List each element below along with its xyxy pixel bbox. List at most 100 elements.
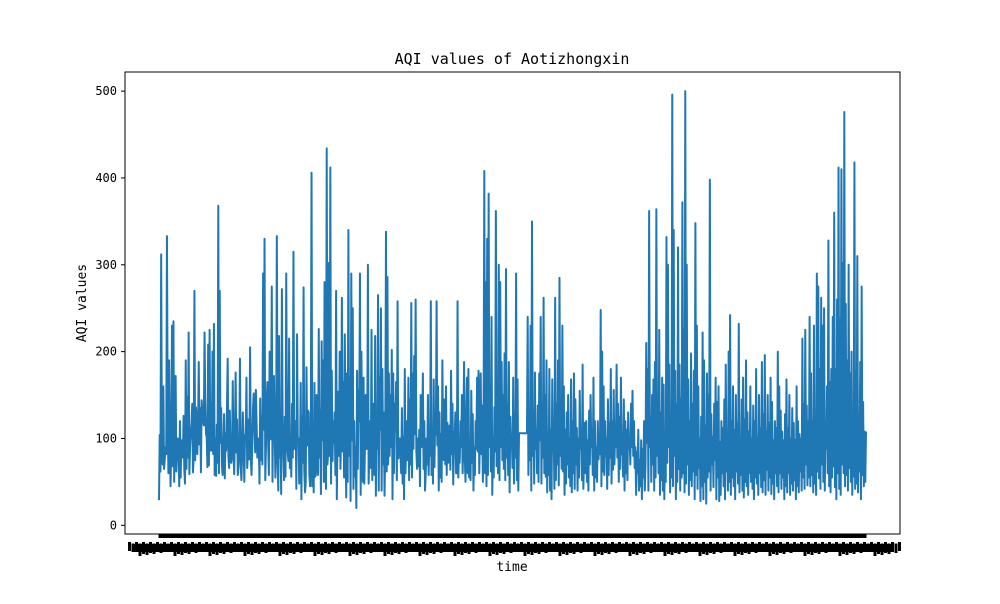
x-tick-label-glyph [877, 542, 880, 554]
x-tick-label-glyph [789, 543, 793, 553]
x-tick-label-glyph [894, 543, 898, 553]
x-tick-label-glyph [275, 542, 278, 550]
x-tick-label-glyph [317, 542, 320, 554]
x-tick-label-glyph [828, 542, 831, 551]
x-tick-label-glyph [173, 543, 177, 556]
x-tick-label-glyph [226, 542, 229, 552]
x-tick-label-glyph [338, 542, 341, 551]
x-tick-label-glyph [502, 543, 506, 554]
x-tick-label-glyph [478, 542, 481, 551]
x-tick-label-glyph [653, 542, 656, 551]
x-tick-label-glyph [128, 542, 131, 551]
x-tick-label-glyph [635, 543, 639, 555]
x-tick-label-glyph [324, 542, 327, 553]
x-tick-label-glyph [177, 542, 180, 554]
x-tick-label-glyph [761, 543, 765, 552]
x-tick-label-glyph [257, 543, 261, 554]
x-tick-label-glyph [625, 542, 628, 550]
x-tick-label-glyph [579, 543, 583, 553]
x-tick-label-glyph [373, 542, 376, 551]
x-tick-label-glyph [670, 543, 674, 555]
x-tick-label-glyph [733, 543, 737, 556]
x-tick-label-glyph [586, 543, 590, 552]
x-tick-label-glyph [873, 543, 877, 556]
x-tick-label-glyph [740, 543, 744, 555]
x-tick-label-glyph [555, 542, 558, 550]
x-tick-label-glyph [852, 543, 856, 554]
x-tick-label-glyph [387, 542, 390, 554]
x-tick-label-glyph [590, 542, 593, 550]
x-tick-label-glyph [754, 543, 758, 553]
x-tick-label-glyph [166, 543, 170, 552]
x-tick-label-glyph [565, 543, 569, 555]
x-tick-label-glyph [838, 543, 842, 556]
x-tick-label-glyph [506, 542, 509, 552]
x-tick-label-glyph [348, 543, 352, 556]
x-tick-label-glyph [229, 543, 233, 553]
x-tick-label-glyph [145, 543, 149, 555]
x-tick-label-glyph [884, 542, 887, 553]
x-tick-label-glyph [863, 542, 866, 551]
x-tick-label-glyph [751, 542, 754, 552]
x-tick-label-glyph [793, 542, 796, 551]
x-tick-label-glyph [401, 542, 404, 552]
x-tick-label-glyph [663, 543, 667, 556]
x-tick-label-glyph [306, 543, 310, 552]
y-tick-label: 500 [95, 84, 117, 98]
x-tick-label-glyph [527, 542, 530, 554]
x-tick-label-glyph [723, 542, 726, 551]
x-tick-label-glyph [716, 542, 719, 552]
x-tick-label-glyph [418, 543, 422, 556]
x-tick-label-glyph [870, 542, 873, 550]
x-tick-label-glyph [607, 543, 611, 554]
x-tick-label-glyph [859, 543, 863, 553]
x-tick-label-glyph [310, 542, 313, 550]
x-tick-label-glyph [691, 543, 695, 552]
y-axis: 0 100 200 300 400 500 [95, 84, 125, 532]
x-tick-label-glyph [509, 543, 513, 553]
x-tick-label-glyph [572, 543, 576, 554]
x-tick-label-glyph [810, 543, 814, 555]
x-tick-label-glyph [530, 543, 534, 555]
x-tick-label-glyph [737, 542, 740, 554]
x-tick-label-glyph [695, 542, 698, 550]
x-tick-label-glyph [807, 542, 810, 554]
x-tick-label-glyph [495, 543, 499, 555]
x-tick-label-glyph [485, 542, 488, 550]
x-tick-label-glyph [684, 543, 688, 553]
x-tick-label-glyph [677, 543, 681, 554]
x-tick-label-glyph [243, 543, 247, 556]
x-tick-label-glyph [618, 542, 621, 551]
x-tick-label-glyph [359, 542, 362, 553]
x-tick-label-glyph [782, 543, 786, 554]
x-tick-label-glyph [492, 542, 495, 554]
x-tick-label-glyph [383, 543, 387, 556]
x-tick-label-glyph [786, 542, 789, 552]
x-tick-label-glyph [887, 543, 891, 554]
x-tick-label-glyph [149, 542, 152, 553]
x-tick-label-glyph [842, 542, 845, 554]
x-tick-label-glyph [208, 543, 212, 556]
x-tick-label-glyph [292, 543, 296, 554]
x-tick-label-glyph [898, 542, 901, 551]
x-tick-label-glyph [261, 542, 264, 552]
x-tick-label-glyph [576, 542, 579, 552]
x-tick-label-glyph [436, 542, 439, 552]
x-axis [128, 534, 901, 556]
y-tick-label: 300 [95, 258, 117, 272]
x-tick-label-glyph [709, 542, 712, 553]
x-tick-label-glyph [866, 543, 870, 552]
x-tick-label-glyph [331, 542, 334, 552]
x-tick-label-glyph [702, 542, 705, 554]
x-axis-label: time [496, 560, 527, 575]
x-tick-label-glyph [796, 543, 800, 552]
x-tick-label-glyph [236, 543, 240, 552]
x-tick-label-glyph [814, 542, 817, 553]
x-tick-label-glyph [341, 543, 345, 552]
x-tick-label-glyph [681, 542, 684, 552]
x-tick-label-glyph [667, 542, 670, 554]
y-tick-label: 100 [95, 431, 117, 445]
x-tick-label-glyph [299, 543, 303, 553]
x-tick-label-glyph [362, 543, 366, 554]
